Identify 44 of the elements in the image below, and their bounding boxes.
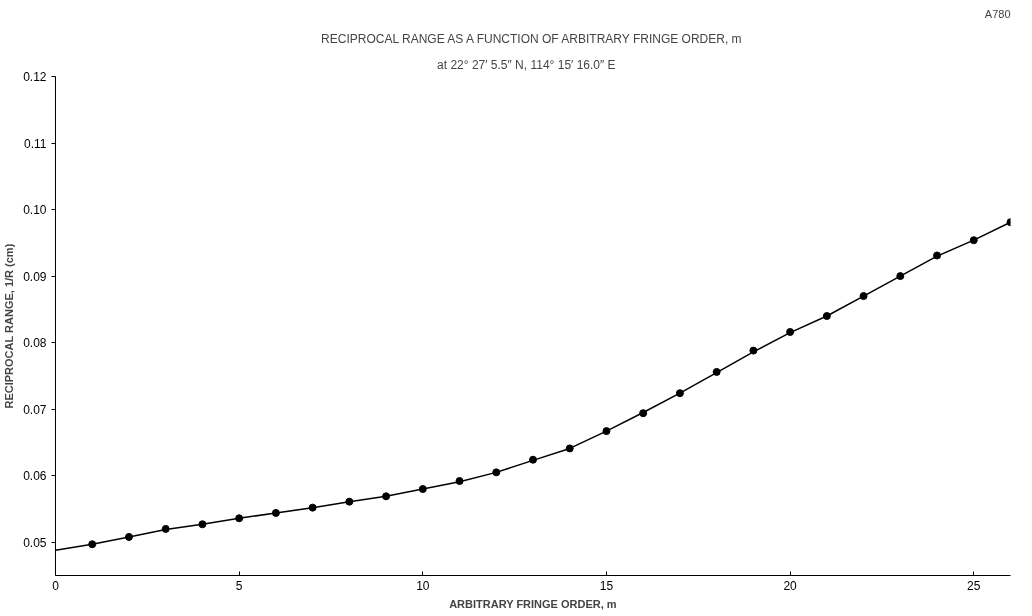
point (969, 236, 978, 245)
point (749, 346, 758, 355)
point (896, 272, 905, 281)
point (933, 251, 942, 260)
y-tick-label: 0.11 (24, 136, 47, 151)
text: A780 (984, 7, 1011, 20)
x-tick-label: 10 (416, 578, 430, 593)
y-tick-label: 0.08 (23, 336, 47, 351)
point (345, 497, 354, 506)
point (639, 409, 648, 418)
point (565, 444, 574, 453)
y-tick-label: 0.05 (23, 535, 47, 550)
point (235, 514, 244, 523)
point (786, 327, 795, 336)
x-tick-label: 15 (599, 578, 614, 593)
y-tick-label: 0.07 (23, 402, 47, 417)
chart-subtitle: at 22° 27′ 5.5″ N, 114° 15′ 16.0″ E (437, 57, 616, 72)
point (88, 540, 97, 549)
y-tick-label: 0.12 (23, 70, 47, 84)
point (529, 455, 537, 464)
y-tick-label: 0.06 (23, 469, 47, 484)
point (822, 312, 831, 321)
point (271, 508, 280, 517)
x-tick-label: 25 (967, 578, 981, 593)
point (198, 520, 207, 529)
point (124, 532, 133, 541)
point (859, 292, 868, 301)
point (308, 503, 317, 512)
point (455, 477, 464, 486)
point (161, 524, 170, 533)
x-tick-label: 0 (52, 578, 60, 593)
point (712, 367, 721, 376)
x-tick-label: 5 (235, 578, 243, 593)
point (675, 389, 684, 398)
x-tick-label: 20 (783, 578, 798, 593)
x-axis-title: ARBITRARY FRINGE ORDER, m (449, 597, 617, 610)
point (602, 427, 611, 436)
point (418, 485, 427, 493)
point (492, 468, 501, 477)
y-axis-title: RECIPROCAL RANGE, 1/R (cm) (3, 243, 16, 409)
y-tick-label: 0.10 (23, 203, 47, 218)
y-tick-label: 0.09 (23, 269, 47, 284)
chart-title: RECIPROCAL RANGE AS A FUNCTION OF ARBITRARY FRINGE ORDER, m (321, 31, 742, 46)
point (382, 492, 391, 501)
